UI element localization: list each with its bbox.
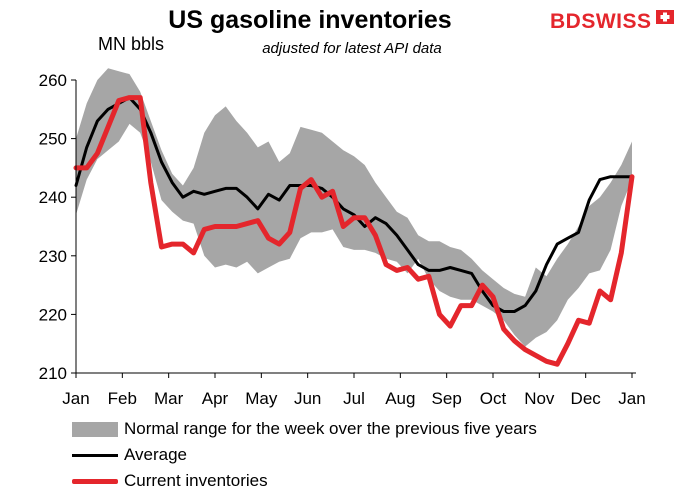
legend-swatch-average [72,453,118,457]
chart-title: US gasoline inventories [168,6,452,34]
x-tick-label: Jun [294,389,321,408]
x-tick-label: Mar [154,389,184,408]
x-tick-label: Dec [571,389,602,408]
legend-swatch-current [72,478,118,484]
legend-label-current: Current inventories [124,471,268,490]
x-tick-label: Apr [202,389,229,408]
legend-label-range: Normal range for the week over the previ… [124,419,537,438]
swiss-cross-icon [655,10,674,24]
y-tick-label: 220 [39,305,67,324]
legend-item-average: Average [72,442,537,468]
x-tick-label: May [245,389,278,408]
x-tick-label: Sep [432,389,462,408]
x-tick-label: Aug [385,389,415,408]
logo-swiss-text: SWISS [581,10,652,33]
current-inventories-line [73,95,635,367]
logo-bd-text: BD [550,10,582,33]
x-tick-label: Oct [480,389,507,408]
x-tick-label: Nov [524,389,555,408]
legend: Normal range for the week over the previ… [72,416,537,494]
normal-range-band [76,68,632,347]
y-tick-label: 260 [39,71,67,90]
legend-label-average: Average [124,445,188,464]
y-tick-label: 250 [39,130,67,149]
y-tick-label: 240 [39,188,67,207]
legend-item-current: Current inventories [72,468,537,494]
x-tick-label: Jan [62,389,89,408]
x-tick-label: Feb [108,389,137,408]
y-axis-unit-label: MN bbls [98,34,165,54]
x-tick-label: Jan [618,389,645,408]
x-tick-label: Jul [343,389,365,408]
legend-swatch-range [72,421,118,437]
average-line [74,96,634,313]
brand-logo: BDSWISS [550,10,674,34]
chart-subtitle: adjusted for latest API data [262,40,442,57]
y-tick-label: 210 [39,364,67,383]
y-tick-label: 230 [39,247,67,266]
legend-item-range: Normal range for the week over the previ… [72,416,537,442]
